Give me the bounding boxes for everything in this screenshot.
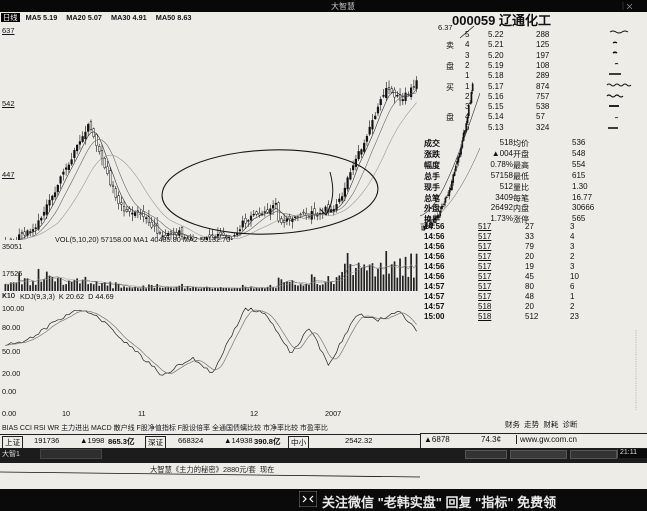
svg-text:6.37: 6.37 [438,23,453,32]
